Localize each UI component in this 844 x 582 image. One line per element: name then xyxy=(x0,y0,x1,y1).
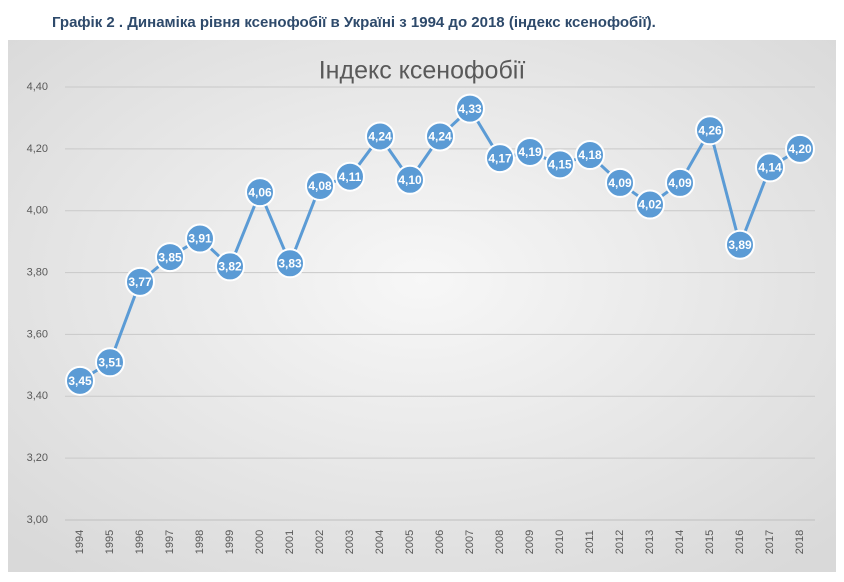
x-tick-label: 1994 xyxy=(74,530,86,554)
data-label: 4,20 xyxy=(788,142,812,156)
data-label: 4,11 xyxy=(339,170,362,184)
y-tick-label: 3,00 xyxy=(27,514,48,526)
data-point xyxy=(665,167,695,198)
data-point xyxy=(635,189,665,220)
x-tick-label: 1998 xyxy=(194,530,206,554)
data-point xyxy=(575,140,605,171)
data-label: 3,51 xyxy=(98,355,122,369)
data-label: 4,26 xyxy=(698,123,722,137)
data-label: 3,85 xyxy=(158,250,182,264)
x-tick-label: 1996 xyxy=(134,530,146,554)
x-tick-label: 2010 xyxy=(554,530,566,554)
data-label: 4,14 xyxy=(758,161,782,175)
data-point xyxy=(365,121,395,152)
y-tick-label: 4,20 xyxy=(27,143,48,155)
data-point xyxy=(275,248,305,279)
x-tick-label: 2016 xyxy=(734,530,746,554)
data-point xyxy=(545,149,575,180)
x-tick-label: 1999 xyxy=(224,530,236,554)
data-label: 4,09 xyxy=(668,176,692,190)
data-label: 4,10 xyxy=(398,173,422,187)
data-point xyxy=(185,223,215,254)
x-tick-label: 2013 xyxy=(644,530,656,554)
x-tick-label: 2005 xyxy=(404,530,416,554)
chart-title: Індекс ксенофобії xyxy=(319,57,526,85)
data-point xyxy=(425,121,455,152)
data-label: 3,82 xyxy=(218,260,242,274)
x-tick-label: 2018 xyxy=(794,530,806,554)
x-tick-label: 2000 xyxy=(254,530,266,554)
x-tick-label: 2009 xyxy=(524,530,536,554)
page-title: Графік 2 . Динаміка рівня ксенофобії в У… xyxy=(52,14,656,31)
data-point xyxy=(155,242,185,273)
data-label: 4,18 xyxy=(578,148,602,162)
x-tick-label: 2003 xyxy=(344,530,356,554)
y-tick-label: 3,40 xyxy=(27,390,48,402)
data-label: 4,02 xyxy=(638,198,662,212)
x-tick-label: 2001 xyxy=(284,530,296,554)
data-point xyxy=(695,115,725,146)
y-tick-label: 3,20 xyxy=(27,452,48,464)
data-label: 4,33 xyxy=(458,102,482,116)
data-point xyxy=(605,167,635,198)
data-label: 3,83 xyxy=(278,256,302,270)
x-tick-label: 2006 xyxy=(434,530,446,554)
x-tick-label: 2004 xyxy=(374,530,386,554)
x-tick-label: 1997 xyxy=(164,530,176,554)
data-label: 4,06 xyxy=(248,185,272,199)
data-point xyxy=(395,164,425,195)
x-tick-label: 2015 xyxy=(704,530,716,554)
data-label: 4,09 xyxy=(608,176,632,190)
data-point xyxy=(65,365,95,396)
data-point xyxy=(785,133,815,164)
y-tick-label: 3,60 xyxy=(27,328,48,340)
data-label: 4,08 xyxy=(308,179,332,193)
data-point xyxy=(455,93,485,124)
data-label: 3,45 xyxy=(68,374,92,388)
x-tick-label: 2002 xyxy=(314,530,326,554)
x-tick-label: 2008 xyxy=(494,530,506,554)
data-label: 4,15 xyxy=(548,157,572,171)
data-point xyxy=(95,347,125,378)
data-point xyxy=(215,251,245,282)
y-tick-label: 3,80 xyxy=(27,266,48,278)
data-point xyxy=(515,136,545,167)
data-label: 3,91 xyxy=(188,232,212,246)
data-label: 3,89 xyxy=(728,238,752,252)
data-point xyxy=(725,229,755,260)
x-tick-label: 2007 xyxy=(464,530,476,554)
x-tick-label: 2014 xyxy=(674,530,686,554)
data-label: 3,77 xyxy=(128,275,152,289)
data-point xyxy=(485,143,515,174)
data-point xyxy=(755,152,785,183)
data-point xyxy=(245,177,275,208)
x-tick-label: 1995 xyxy=(104,530,116,554)
x-tick-label: 2011 xyxy=(584,530,596,554)
y-tick-label: 4,40 xyxy=(27,81,48,93)
data-label: 4,24 xyxy=(428,130,452,144)
data-point xyxy=(335,161,365,192)
y-tick-label: 4,00 xyxy=(27,205,48,217)
data-point xyxy=(125,266,155,297)
data-point xyxy=(305,170,335,201)
x-tick-label: 2012 xyxy=(614,530,626,554)
x-tick-label: 2017 xyxy=(764,530,776,554)
data-label: 4,19 xyxy=(518,145,542,159)
data-label: 4,24 xyxy=(368,130,392,144)
data-label: 4,17 xyxy=(488,151,512,165)
